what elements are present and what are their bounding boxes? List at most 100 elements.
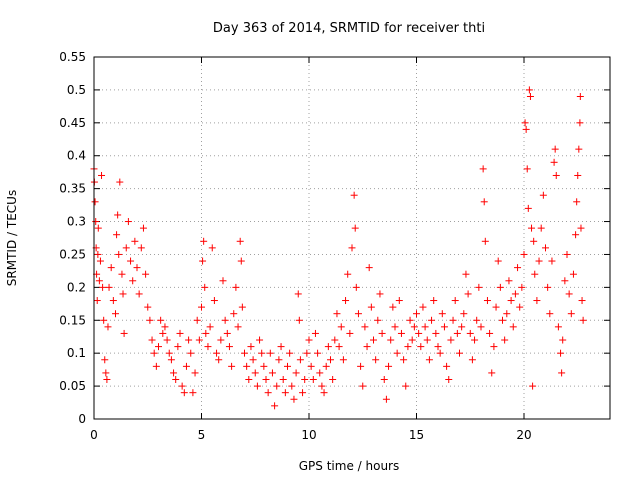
data-point — [303, 349, 311, 357]
data-point — [225, 343, 233, 351]
data-point — [115, 250, 123, 258]
data-point — [451, 297, 459, 305]
data-point — [247, 343, 255, 351]
y-tick-label: 0.15 — [59, 313, 86, 327]
data-point — [488, 369, 496, 377]
data-point — [477, 323, 485, 331]
data-point — [195, 336, 203, 344]
data-point — [410, 323, 418, 331]
data-point — [228, 362, 236, 370]
data-point — [539, 191, 547, 199]
data-point — [428, 316, 436, 324]
data-point — [98, 171, 106, 179]
data-point — [440, 323, 448, 331]
data-point — [337, 323, 345, 331]
data-point — [329, 376, 337, 384]
axis-ticks: 0 0.05 0.1 0.15 0.2 0.25 0.3 0.35 0.4 0.45 0.5 0.55… — [59, 50, 610, 442]
data-point — [363, 343, 371, 351]
data-point — [530, 237, 538, 245]
data-point — [548, 257, 556, 265]
data-point — [382, 395, 390, 403]
data-point — [96, 257, 104, 265]
data-point — [95, 277, 103, 285]
data-point — [397, 329, 405, 337]
data-point — [107, 264, 115, 272]
data-point — [139, 224, 147, 232]
data-point — [569, 270, 577, 278]
data-point — [311, 329, 319, 337]
data-point — [219, 277, 227, 285]
data-point — [344, 270, 352, 278]
data-point — [507, 297, 515, 305]
data-point — [206, 323, 214, 331]
data-point — [339, 356, 347, 364]
data-point — [480, 198, 488, 206]
data-point — [387, 336, 395, 344]
data-point — [172, 376, 180, 384]
data-point — [234, 323, 242, 331]
data-point — [129, 277, 137, 285]
data-point — [201, 283, 209, 291]
data-point — [189, 389, 197, 397]
x-tick-label: 5 — [198, 428, 206, 442]
data-point — [528, 224, 536, 232]
data-point — [100, 316, 108, 324]
data-point — [182, 362, 190, 370]
data-point — [516, 303, 524, 311]
data-point — [505, 277, 513, 285]
data-point — [142, 270, 150, 278]
data-point — [237, 257, 245, 265]
data-point — [523, 165, 531, 173]
data-point — [518, 283, 526, 291]
data-point — [210, 297, 218, 305]
data-point — [361, 323, 369, 331]
data-point — [180, 389, 188, 397]
data-point — [391, 323, 399, 331]
data-point — [127, 257, 135, 265]
data-point — [92, 218, 100, 226]
data-point — [473, 316, 481, 324]
y-tick-label: 0.45 — [59, 116, 86, 130]
data-point — [374, 316, 382, 324]
data-point — [99, 283, 107, 291]
data-point — [109, 297, 117, 305]
y-axis-label: SRMTID / TECUs — [5, 190, 19, 286]
x-tick-label: 15 — [409, 428, 424, 442]
data-point — [318, 382, 326, 390]
data-point — [432, 329, 440, 337]
data-point — [146, 316, 154, 324]
data-point — [294, 290, 302, 298]
data-point — [150, 349, 158, 357]
data-point — [458, 323, 466, 331]
data-point — [279, 376, 287, 384]
data-point — [492, 303, 500, 311]
data-point — [333, 310, 341, 318]
grid — [94, 57, 610, 419]
plot-frame — [93, 56, 611, 420]
data-point — [119, 290, 127, 298]
data-point — [346, 329, 354, 337]
y-tick-label: 0.55 — [59, 50, 86, 64]
data-point — [352, 283, 360, 291]
data-point — [251, 369, 259, 377]
data-point — [105, 283, 113, 291]
data-point — [551, 145, 559, 153]
data-point — [208, 244, 216, 252]
data-point — [94, 250, 102, 258]
data-point — [542, 244, 549, 252]
data-point — [419, 303, 427, 311]
data-point — [404, 343, 412, 351]
data-point — [367, 303, 375, 311]
data-point — [137, 244, 145, 252]
data-point — [558, 369, 566, 377]
data-point — [187, 349, 195, 357]
data-point — [423, 336, 431, 344]
data-point — [575, 145, 583, 153]
data-point — [466, 329, 474, 337]
data-point — [554, 323, 562, 331]
data-point — [309, 376, 317, 384]
data-point — [443, 362, 451, 370]
data-point — [503, 310, 511, 318]
data-point — [572, 231, 580, 239]
data-point — [479, 165, 487, 173]
